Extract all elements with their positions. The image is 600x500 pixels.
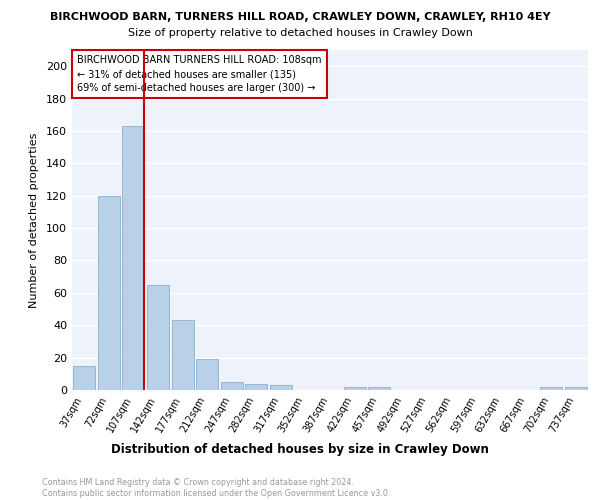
Bar (245, 384, 268, 390)
Bar (73, 366, 95, 390)
Y-axis label: Number of detached properties: Number of detached properties (29, 132, 39, 308)
Bar (98, 196, 120, 390)
Text: Size of property relative to detached houses in Crawley Down: Size of property relative to detached ho… (128, 28, 472, 38)
Bar (147, 285, 169, 390)
Text: Distribution of detached houses by size in Crawley Down: Distribution of detached houses by size … (111, 442, 489, 456)
Bar (122, 126, 145, 390)
Bar (344, 387, 365, 390)
Bar (368, 387, 390, 390)
Bar (540, 387, 562, 390)
Bar (565, 387, 587, 390)
Bar (196, 359, 218, 390)
Text: BIRCHWOOD BARN, TURNERS HILL ROAD, CRAWLEY DOWN, CRAWLEY, RH10 4EY: BIRCHWOOD BARN, TURNERS HILL ROAD, CRAWL… (50, 12, 550, 22)
Bar (221, 382, 243, 390)
Bar (270, 385, 292, 390)
Text: BIRCHWOOD BARN TURNERS HILL ROAD: 108sqm
← 31% of detached houses are smaller (1: BIRCHWOOD BARN TURNERS HILL ROAD: 108sqm… (77, 55, 322, 93)
Text: Contains HM Land Registry data © Crown copyright and database right 2024.
Contai: Contains HM Land Registry data © Crown c… (42, 478, 391, 498)
Bar (172, 320, 194, 390)
